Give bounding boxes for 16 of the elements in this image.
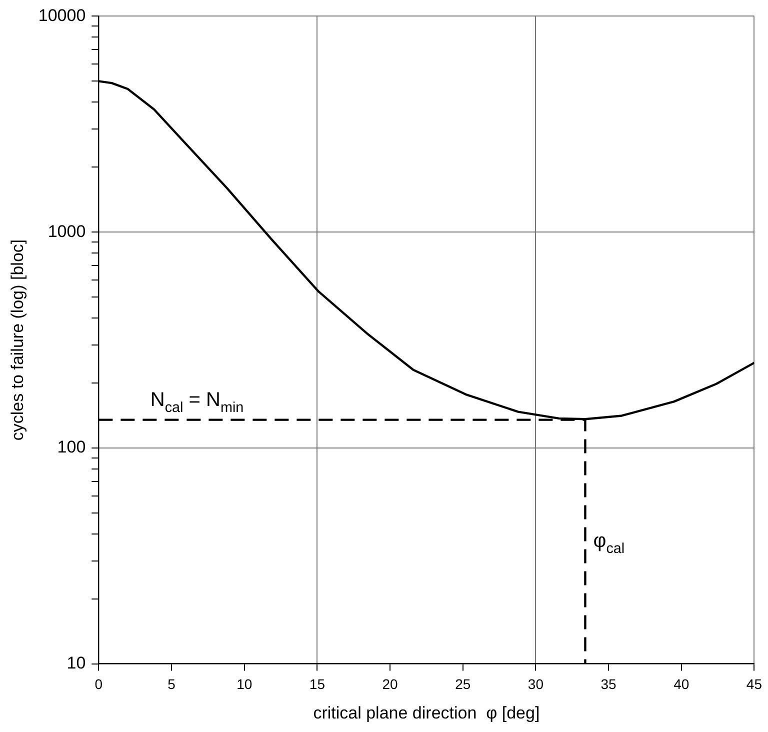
x-tick-label: 5 — [168, 676, 176, 692]
x-tick-label: 0 — [94, 676, 103, 692]
x-tick-label: 25 — [455, 676, 471, 692]
y-axis-title: cycles to failure (log) [bloc] — [8, 239, 27, 441]
y-tick-label: 10 — [66, 653, 86, 672]
x-tick-label: 40 — [674, 676, 690, 692]
x-tick-label: 10 — [236, 676, 252, 692]
y-tick-label: 100 — [57, 438, 86, 457]
y-tick-label: 10000 — [38, 6, 86, 25]
y-tick-label: 1000 — [48, 222, 86, 241]
x-tick-label: 20 — [382, 676, 398, 692]
x-tick-label: 45 — [746, 676, 762, 692]
x-tick-label: 30 — [528, 676, 544, 692]
x-tick-label: 15 — [309, 676, 326, 692]
x-axis-title: critical plane direction φ [deg] — [313, 703, 540, 722]
x-tick-label: 35 — [600, 676, 617, 692]
